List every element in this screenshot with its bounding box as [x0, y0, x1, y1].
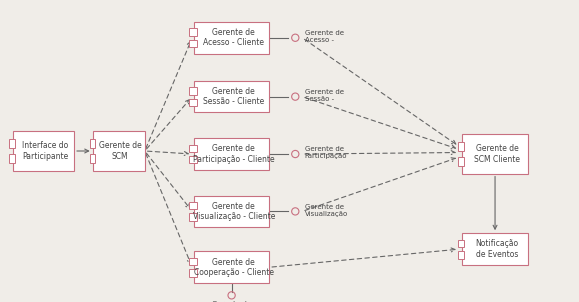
FancyBboxPatch shape [189, 269, 197, 277]
FancyBboxPatch shape [9, 153, 16, 162]
FancyBboxPatch shape [194, 81, 269, 112]
Text: Gerente de
Sessão -: Gerente de Sessão - [305, 89, 343, 102]
FancyBboxPatch shape [194, 138, 269, 170]
FancyBboxPatch shape [90, 140, 95, 149]
FancyBboxPatch shape [458, 251, 464, 259]
FancyBboxPatch shape [458, 156, 464, 165]
Text: Gerente de
Participação - Cliente: Gerente de Participação - Cliente [193, 144, 274, 164]
FancyBboxPatch shape [458, 143, 464, 152]
Text: Gerente de
SCM: Gerente de SCM [99, 141, 142, 161]
FancyBboxPatch shape [189, 214, 197, 221]
Text: Gerente de
Participação: Gerente de Participação [305, 146, 347, 159]
FancyBboxPatch shape [194, 22, 269, 54]
Text: Gerente de
Visualização - Cliente: Gerente de Visualização - Cliente [193, 202, 275, 221]
Text: Gerente de
Sessão - Cliente: Gerente de Sessão - Cliente [203, 87, 265, 106]
Text: Gerente de
SCM Cliente: Gerente de SCM Cliente [474, 144, 520, 164]
Text: Gerente de
Visualização: Gerente de Visualização [305, 204, 348, 217]
Text: Gerente de
Cooperação - Cliente: Gerente de Cooperação - Cliente [194, 258, 274, 277]
FancyBboxPatch shape [194, 251, 269, 283]
FancyBboxPatch shape [189, 202, 197, 209]
FancyBboxPatch shape [462, 134, 528, 174]
FancyBboxPatch shape [13, 131, 74, 171]
FancyBboxPatch shape [90, 153, 95, 162]
FancyBboxPatch shape [189, 156, 197, 163]
Text: Gerente de
Acesso -: Gerente de Acesso - [305, 30, 343, 43]
FancyBboxPatch shape [189, 87, 197, 95]
Text: Gerente de
Acesso - Cliente: Gerente de Acesso - Cliente [203, 28, 265, 47]
FancyBboxPatch shape [9, 140, 16, 149]
FancyBboxPatch shape [189, 145, 197, 152]
Text: Gerente de
Cooperação: Gerente de Cooperação [211, 301, 252, 302]
FancyBboxPatch shape [189, 99, 197, 106]
FancyBboxPatch shape [462, 233, 528, 265]
FancyBboxPatch shape [93, 131, 145, 171]
FancyBboxPatch shape [458, 240, 464, 247]
FancyBboxPatch shape [189, 28, 197, 36]
FancyBboxPatch shape [194, 196, 269, 227]
FancyBboxPatch shape [189, 258, 197, 265]
FancyBboxPatch shape [189, 40, 197, 47]
Text: Interface do
Participante: Interface do Participante [22, 141, 68, 161]
Text: Notificação
de Eventos: Notificação de Eventos [475, 239, 519, 259]
